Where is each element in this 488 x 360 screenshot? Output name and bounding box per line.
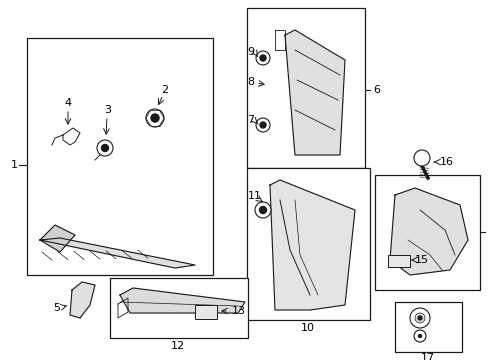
Text: 14: 14 <box>487 227 488 237</box>
Polygon shape <box>70 282 95 318</box>
Circle shape <box>413 150 429 166</box>
Polygon shape <box>40 238 195 268</box>
Circle shape <box>256 51 269 65</box>
Polygon shape <box>285 30 345 155</box>
Circle shape <box>256 118 269 132</box>
Text: 9: 9 <box>246 47 253 57</box>
Bar <box>195 305 217 319</box>
Bar <box>27 38 213 275</box>
Text: 16: 16 <box>439 157 453 167</box>
Text: 13: 13 <box>231 306 245 316</box>
Polygon shape <box>269 180 354 310</box>
Circle shape <box>417 316 421 320</box>
Text: 15: 15 <box>414 255 428 265</box>
Text: 5: 5 <box>53 303 60 313</box>
Circle shape <box>418 334 421 338</box>
Circle shape <box>97 140 113 156</box>
Text: 4: 4 <box>64 98 71 108</box>
Circle shape <box>254 202 270 218</box>
Bar <box>374 175 479 290</box>
Text: 6: 6 <box>372 85 379 95</box>
Bar <box>394 302 461 352</box>
Text: 8: 8 <box>246 77 253 87</box>
Text: 11: 11 <box>247 191 262 201</box>
Circle shape <box>413 330 425 342</box>
Circle shape <box>151 114 159 122</box>
Bar <box>110 278 247 338</box>
Circle shape <box>260 122 265 128</box>
Text: 1: 1 <box>11 160 18 170</box>
Circle shape <box>146 109 163 127</box>
Circle shape <box>260 55 265 61</box>
Circle shape <box>102 144 108 152</box>
Bar <box>387 255 409 267</box>
Text: 10: 10 <box>301 323 314 333</box>
Polygon shape <box>389 188 467 275</box>
Circle shape <box>409 308 429 328</box>
Circle shape <box>259 207 266 213</box>
Text: 2: 2 <box>161 85 168 95</box>
Bar <box>246 168 369 320</box>
Text: 7: 7 <box>246 115 253 125</box>
Polygon shape <box>120 288 244 313</box>
Text: 12: 12 <box>171 341 184 351</box>
Circle shape <box>414 313 424 323</box>
Text: 17: 17 <box>420 353 434 360</box>
Text: 3: 3 <box>104 105 111 115</box>
Polygon shape <box>40 225 75 252</box>
Bar <box>246 8 364 168</box>
